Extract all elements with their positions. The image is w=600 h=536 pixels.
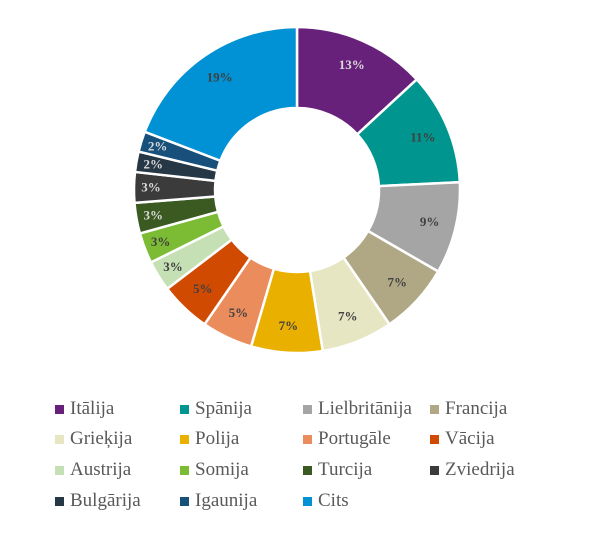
legend-label: Austrija — [70, 459, 132, 480]
data-label: 11% — [410, 129, 435, 144]
legend-swatch-icon — [180, 404, 189, 414]
legend-swatch-icon — [55, 404, 64, 414]
legend-swatch-icon — [180, 496, 189, 506]
legend-swatch-icon — [180, 434, 189, 444]
legend-swatch-icon — [430, 465, 439, 475]
legend-label: Itālija — [70, 398, 115, 419]
legend-swatch-icon — [55, 496, 64, 506]
legend-item: Francija — [430, 398, 507, 420]
legend-swatch-icon — [303, 496, 312, 506]
legend-swatch-icon — [303, 465, 312, 475]
legend-swatch-icon — [55, 434, 64, 444]
legend-label: Cits — [318, 490, 349, 511]
data-label: 2% — [148, 139, 168, 154]
data-label: 3% — [143, 207, 163, 222]
legend-label: Zviedrija — [445, 459, 515, 480]
legend-swatch-icon — [430, 404, 439, 414]
legend-item: Somija — [180, 459, 249, 481]
data-label: 7% — [279, 318, 299, 333]
legend-label: Somija — [195, 459, 249, 480]
legend-item: Polija — [180, 428, 239, 450]
legend-swatch-icon — [55, 465, 64, 475]
legend-swatch-icon — [430, 434, 439, 444]
legend-swatch-icon — [180, 465, 189, 475]
legend-label: Vācija — [445, 428, 495, 449]
legend-item: Zviedrija — [430, 459, 515, 481]
legend-item: Spānija — [180, 398, 252, 420]
legend-swatch-icon — [303, 434, 312, 444]
data-label: 13% — [339, 57, 365, 72]
legend-item: Lielbritānija — [303, 398, 412, 420]
donut-svg: 13% 11% 9% 7% 7% 7% 5% 5% 3% 3% 3% 3% 2% 2% 19% — [132, 25, 462, 355]
legend-item: Turcija — [303, 459, 372, 481]
legend-item: Vācija — [430, 428, 495, 450]
legend-label: Francija — [445, 398, 508, 419]
legend-label: Portugāle — [318, 428, 391, 449]
legend-label: Lielbritānija — [318, 398, 412, 419]
data-label: 5% — [229, 305, 249, 320]
data-label: 7% — [338, 309, 358, 324]
legend-item: Itālija — [55, 398, 114, 420]
data-label: 3% — [141, 180, 161, 195]
legend-item: Austrija — [55, 459, 131, 481]
legend-label: Polija — [195, 428, 240, 449]
data-label: 2% — [143, 157, 163, 172]
legend-item: Grieķija — [55, 428, 132, 450]
legend-item: Bulgārija — [55, 490, 141, 512]
slice-cits — [143, 25, 299, 163]
legend-item: Igaunija — [180, 490, 257, 512]
donut-chart: 13% 11% 9% 7% 7% 7% 5% 5% 3% 3% 3% 3% 2% 2% 19% — [132, 25, 462, 355]
data-label: 9% — [420, 214, 440, 229]
legend-label: Turcija — [318, 459, 373, 480]
legend-label: Spānija — [195, 398, 252, 419]
data-label: 5% — [193, 281, 213, 296]
legend-item: Portugāle — [303, 428, 391, 450]
data-label: 3% — [163, 259, 183, 274]
legend-label: Bulgārija — [70, 490, 141, 511]
data-label: 7% — [388, 275, 408, 290]
legend-swatch-icon — [303, 404, 312, 414]
legend-label: Grieķija — [70, 428, 133, 449]
legend-label: Igaunija — [195, 490, 258, 511]
data-label: 19% — [207, 70, 233, 85]
legend-item: Cits — [303, 490, 349, 512]
data-label: 3% — [151, 234, 171, 249]
